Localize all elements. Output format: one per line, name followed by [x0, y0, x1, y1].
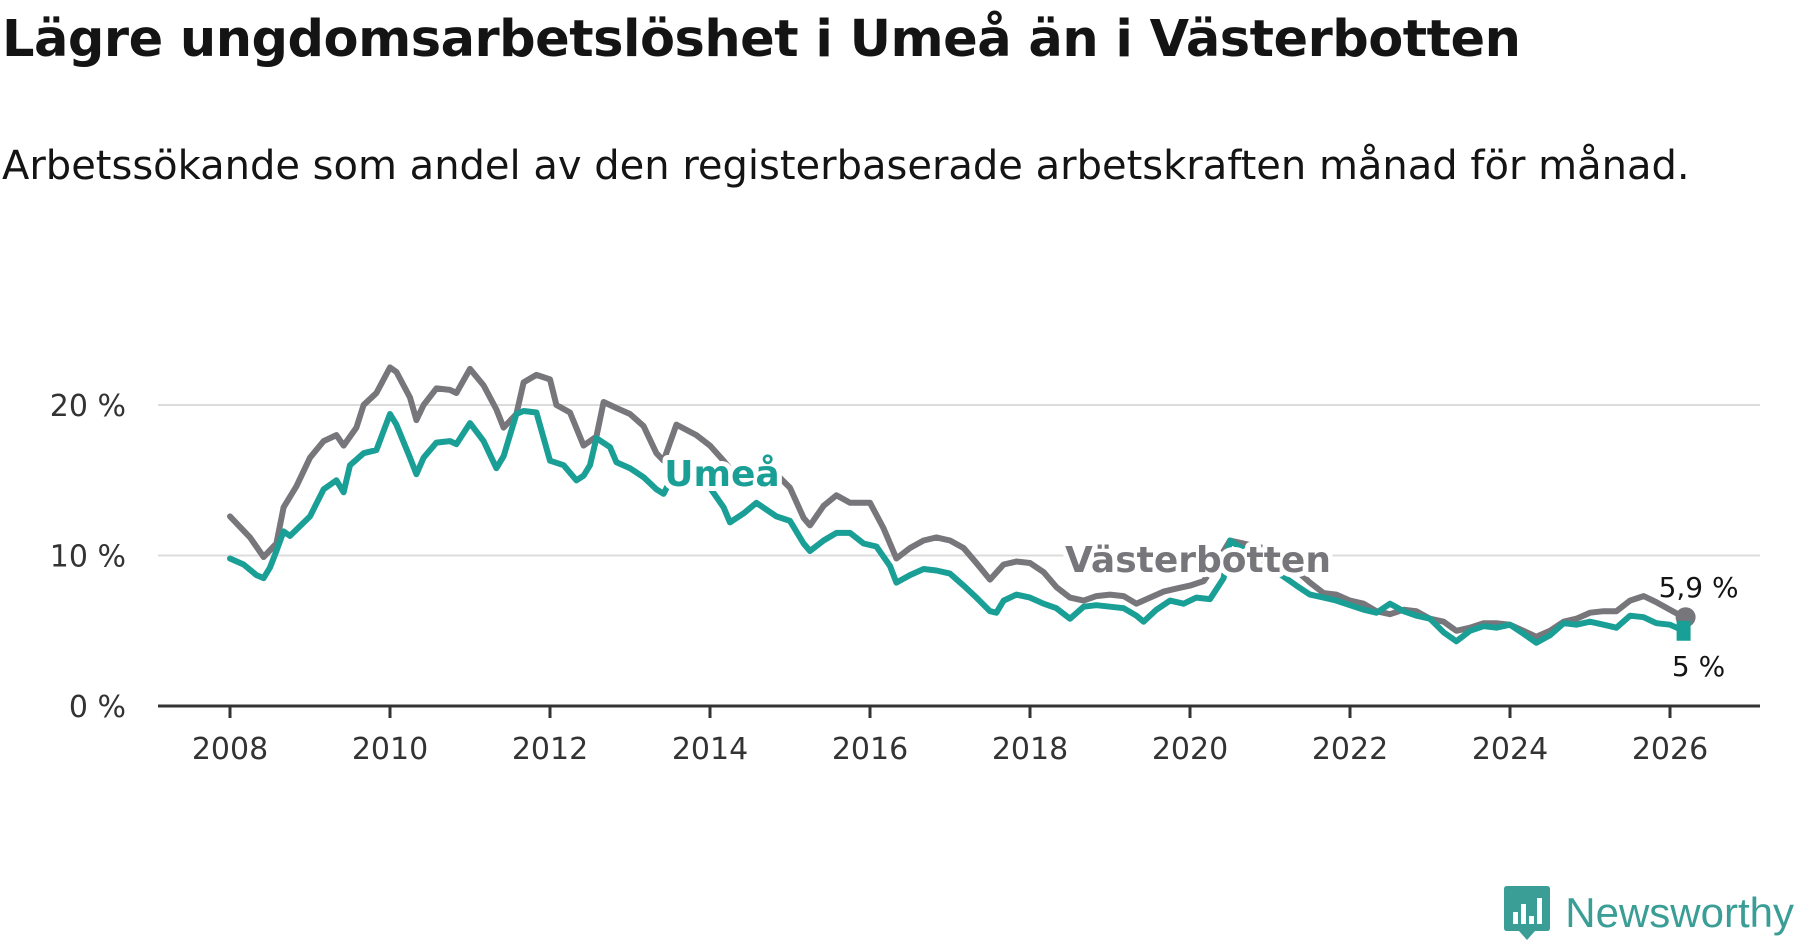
- y-tick-label: 10 %: [50, 540, 126, 575]
- end-markers: 5,9 % 5 %: [1659, 571, 1739, 683]
- y-axis-ticks: 0 % 10 % 20 %: [50, 389, 126, 725]
- series-label-vasterbotten: Västerbotten: [1065, 540, 1331, 581]
- x-tick-label: 2018: [992, 732, 1068, 767]
- x-tick-label: 2024: [1472, 732, 1548, 767]
- x-tick-label: 2016: [832, 732, 908, 767]
- newsworthy-logo-icon: [1504, 886, 1551, 940]
- y-tick-label: 20 %: [50, 389, 126, 424]
- x-tick-label: 2026: [1632, 732, 1708, 767]
- x-tick-label: 2008: [192, 732, 268, 767]
- series-lines: [227, 364, 1687, 646]
- series-line-vasterbotten: [227, 364, 1687, 640]
- end-marker-umea: [1676, 620, 1691, 641]
- x-tick-label: 2022: [1312, 732, 1388, 767]
- series-label-umea: Umeå: [664, 454, 779, 495]
- x-tick-label: 2014: [672, 732, 748, 767]
- x-tick-label: 2020: [1152, 732, 1228, 767]
- x-tick-label: 2010: [352, 732, 428, 767]
- chart-title: Lägre ungdomsarbetslöshet i Umeå än i Vä…: [2, 10, 1521, 69]
- x-tick-label: 2012: [512, 732, 588, 767]
- series-labels: Umeå Västerbotten: [659, 449, 1336, 586]
- series-line-umea: [227, 408, 1687, 646]
- end-label-vasterbotten: 5,9 %: [1659, 571, 1739, 604]
- newsworthy-brand: Newsworthy: [1503, 878, 1794, 948]
- brand-name: Newsworthy: [1565, 889, 1794, 936]
- end-label-umea: 5 %: [1672, 650, 1725, 683]
- x-axis: 2008 2010 2012 2014 2016 2018 2020 2022 2024 2026: [158, 704, 1760, 767]
- chart-subtitle: Arbetssökande som andel av den registerb…: [2, 143, 1690, 189]
- y-tick-label: 0 %: [69, 690, 126, 725]
